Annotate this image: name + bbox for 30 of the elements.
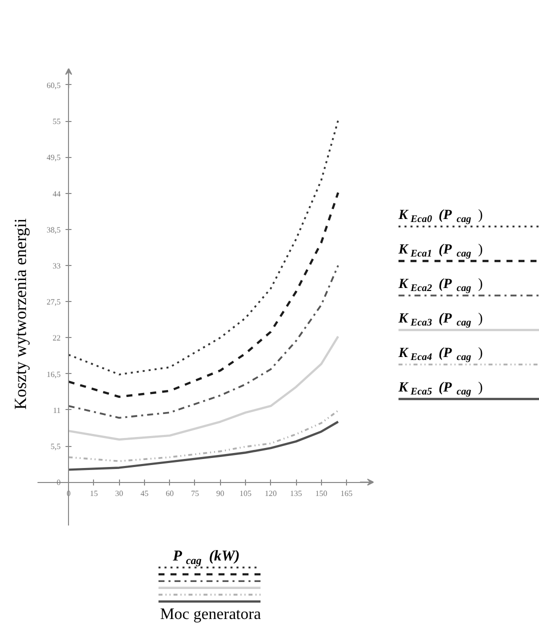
x-tick-label: 15 xyxy=(90,489,98,498)
line-series xyxy=(68,420,340,471)
y-tick-label: 55 xyxy=(52,117,61,126)
y-tick-label: 49,5 xyxy=(46,153,61,162)
x-tick-label: 75 xyxy=(190,489,199,498)
x-tick-label: 165 xyxy=(340,489,353,498)
y-tick-label: 38,5 xyxy=(46,225,61,234)
y-tick-label: 60,5 xyxy=(46,80,61,90)
x-tick-label: 105 xyxy=(240,489,252,498)
y-tick-label: 44 xyxy=(52,189,61,198)
x-tick-label: 30 xyxy=(115,489,124,498)
x-tick-label: 135 xyxy=(290,489,302,498)
line-series xyxy=(68,335,340,441)
x-tick-label: 120 xyxy=(264,489,277,498)
x-tick-label: 45 xyxy=(140,489,148,498)
x-tick-label: 90 xyxy=(216,489,224,498)
y-axis-title: Koszty wytworzenia energii xyxy=(11,218,30,410)
line-series xyxy=(68,410,340,462)
text: Moc generatora xyxy=(160,606,261,623)
x-tick-label: 150 xyxy=(315,489,328,498)
line-series xyxy=(68,119,340,376)
line-series xyxy=(68,192,340,398)
y-tick-label: 5,5 xyxy=(50,442,61,452)
line-series xyxy=(68,264,340,419)
y-tick-label: 11 xyxy=(52,406,61,415)
y-tick-label: 16,5 xyxy=(46,370,61,379)
y-tick-label: 33 xyxy=(52,261,61,270)
x-tick-label: 60 xyxy=(166,489,174,498)
y-tick-label: 27,5 xyxy=(46,298,61,307)
y-tick-label: 22 xyxy=(52,334,61,343)
